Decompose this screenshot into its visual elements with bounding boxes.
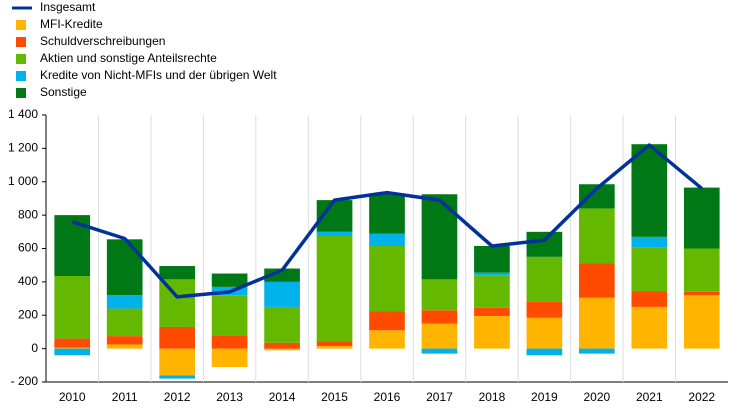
- bar-segment: [159, 375, 195, 379]
- x-tick-label: 2014: [269, 390, 296, 404]
- bar-segment: [159, 348, 195, 376]
- y-tick-label: 1 400: [8, 107, 38, 121]
- bar-segment: [474, 272, 510, 276]
- bar-segment: [264, 342, 300, 349]
- bar-segment: [106, 344, 143, 349]
- legend-label: Kredite von Nicht-MFIs und der übrigen W…: [40, 68, 277, 82]
- bar-segment: [579, 263, 615, 298]
- bar-segment: [264, 268, 300, 282]
- bar-segment: [211, 335, 248, 349]
- bar-segment: [526, 256, 563, 302]
- x-tick-label: 2013: [216, 390, 243, 404]
- bar-segment: [264, 348, 300, 351]
- bar-segment: [631, 306, 668, 349]
- bar-segment: [474, 307, 510, 317]
- legend-label: MFI-Kredite: [40, 17, 103, 31]
- bar-segment: [683, 187, 720, 249]
- bar-segment: [631, 236, 668, 248]
- legend-label: Sonstige: [40, 85, 87, 99]
- bar-segment: [106, 308, 143, 337]
- bar-segment: [369, 233, 405, 246]
- y-tick-label: 600: [18, 241, 38, 255]
- bar-segment: [579, 297, 615, 349]
- x-tick-label: 2011: [112, 390, 138, 404]
- bar-segment: [421, 194, 458, 280]
- bar-segment: [631, 291, 668, 307]
- x-tick-label: 2022: [688, 390, 715, 404]
- legend-swatch: [16, 88, 26, 98]
- bar-segment: [526, 348, 563, 356]
- bar-segment: [579, 208, 615, 264]
- bar-segment: [159, 266, 195, 280]
- legend-swatch: [16, 20, 26, 30]
- bar-segment: [474, 275, 510, 308]
- bar-segment: [421, 279, 458, 311]
- x-tick-label: 2010: [59, 390, 86, 404]
- x-tick-label: 2020: [583, 390, 610, 404]
- bar-segment: [54, 347, 91, 349]
- bar-segment: [54, 338, 91, 348]
- y-tick-label: 0: [31, 341, 38, 355]
- bar-segment: [369, 193, 405, 234]
- y-tick-label: 800: [18, 207, 38, 221]
- bar-segment: [474, 316, 510, 349]
- bar-segment: [211, 295, 248, 336]
- bar-segment: [264, 281, 300, 307]
- legend-swatch: [16, 37, 26, 47]
- bar-segment: [316, 341, 353, 347]
- bar-segment: [54, 348, 91, 356]
- bar-segment: [631, 247, 668, 292]
- bar-segment: [316, 346, 353, 349]
- x-tick-label: 2018: [479, 390, 506, 404]
- x-tick-label: 2019: [531, 390, 558, 404]
- bar-segment: [159, 326, 195, 349]
- bar-segment: [106, 295, 143, 309]
- bar-segment: [106, 239, 143, 296]
- bar-segment: [369, 311, 405, 331]
- legend-label: Insgesamt: [40, 0, 96, 14]
- x-tick-label: 2015: [321, 390, 348, 404]
- bar-segment: [54, 276, 91, 339]
- legend-swatch: [16, 54, 26, 64]
- bar-segment: [211, 273, 248, 287]
- x-tick-label: 2017: [426, 390, 453, 404]
- bar-segment: [316, 235, 353, 342]
- x-tick-label: 2012: [164, 390, 191, 404]
- bar-segment: [579, 348, 615, 354]
- line-series: [71, 143, 703, 299]
- legend-swatch: [16, 71, 26, 81]
- bar-segment: [526, 231, 563, 257]
- bar-segment: [106, 336, 143, 345]
- bar-segment: [474, 245, 510, 273]
- bar-segment: [264, 306, 300, 343]
- bar-segment: [369, 245, 405, 312]
- bar-segment: [211, 348, 248, 367]
- bar-segment: [683, 248, 720, 292]
- y-tick-label: 200: [18, 307, 38, 321]
- bar-segment: [316, 231, 353, 236]
- bar-segment: [421, 323, 458, 349]
- bar-segment: [526, 301, 563, 318]
- bar-segment: [421, 348, 458, 354]
- bar-segment: [631, 144, 668, 237]
- x-tick-label: 2016: [374, 390, 401, 404]
- bar-segment: [159, 279, 195, 327]
- bar-segment: [526, 317, 563, 349]
- y-tick-label: 1 000: [8, 174, 38, 188]
- legend-label: Schuldverschreibungen: [40, 34, 165, 48]
- y-tick-label: 1 200: [8, 141, 38, 155]
- x-tick-label: 2021: [636, 390, 663, 404]
- y-tick-label: - 200: [11, 374, 39, 388]
- bar-segment: [683, 295, 720, 349]
- y-tick-label: 400: [18, 274, 38, 288]
- bar-segment: [369, 330, 405, 349]
- bar-segment: [683, 291, 720, 296]
- legend-label: Aktien und sonstige Anteilsrechte: [40, 51, 217, 65]
- bar-segment: [421, 310, 458, 324]
